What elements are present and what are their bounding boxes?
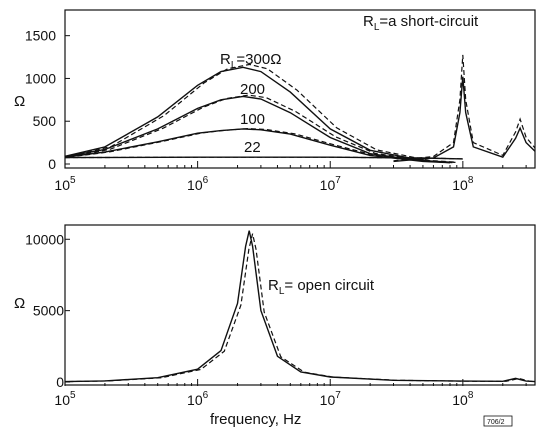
series-line-22-ohm-dashed <box>64 156 463 160</box>
label-open-circuit: RL= open circuit <box>268 277 375 297</box>
top-ytick-label: 500 <box>33 113 57 129</box>
top-ytick-label: 1000 <box>25 70 56 86</box>
series-line-300-ohm <box>64 66 451 163</box>
bottom-xtick-label: 106 <box>187 390 209 408</box>
series-line-short-circuit <box>393 76 536 163</box>
top-x-ticks: 105 106 107 108 <box>54 175 473 193</box>
series-line-300-ohm-dashed <box>71 63 457 163</box>
top-plot-frame <box>64 9 536 169</box>
figure-tag-box <box>483 415 513 427</box>
bottom-ytick-label: 10000 <box>25 231 64 247</box>
x-axis-label: frequency, Hz <box>210 411 301 428</box>
label-22-ohm: 22 <box>244 139 261 156</box>
top-y-axis-label: Ω <box>14 93 25 110</box>
top-annotations: RL=300Ω 200 100 22 RL=a short-circuit <box>220 13 479 156</box>
bottom-tick-marks <box>64 238 527 386</box>
bottom-panel: Ω 0 5000 10000 105 106 107 108 RL= open … <box>14 224 536 428</box>
bottom-y-ticks: 0 5000 10000 <box>25 231 64 390</box>
top-ytick-label: 1500 <box>25 28 56 44</box>
series-line-200-ohm <box>64 95 451 164</box>
series-line-200-ohm-dashed <box>70 94 456 163</box>
bottom-xtick-label: 107 <box>320 390 342 408</box>
bottom-ytick-label: 0 <box>56 374 64 390</box>
label-short-circuit: RL=a short-circuit <box>363 13 479 33</box>
label-200-ohm: 200 <box>240 81 265 98</box>
bottom-series <box>64 230 536 383</box>
top-xtick-label: 107 <box>320 175 342 193</box>
top-panel: Ω 0 500 1000 1500 105 106 107 108 RL <box>14 9 536 193</box>
series-line-open-circuit <box>64 230 536 383</box>
bottom-xtick-label: 108 <box>452 390 474 408</box>
top-series <box>64 54 536 164</box>
bottom-plot-frame <box>64 224 536 386</box>
label-300-ohm: RL=300Ω <box>220 51 281 71</box>
top-xtick-label: 108 <box>452 175 474 193</box>
top-xtick-label: 106 <box>187 175 209 193</box>
top-ytick-label: 0 <box>48 156 56 172</box>
bottom-y-axis-label: Ω <box>14 295 25 312</box>
bottom-x-ticks: 105 106 107 108 <box>54 390 473 408</box>
top-y-ticks: 0 500 1000 1500 <box>25 28 56 172</box>
top-tick-marks <box>64 35 527 168</box>
bottom-ytick-label: 5000 <box>33 303 64 319</box>
label-100-ohm: 100 <box>240 111 265 128</box>
series-line-open-circuit-dashed <box>68 233 536 383</box>
series-line-short-circuit-dashed <box>393 54 536 162</box>
bottom-xtick-label: 105 <box>54 390 76 408</box>
top-xtick-label: 105 <box>54 175 76 193</box>
figure-tag: 706/2 <box>487 419 505 426</box>
